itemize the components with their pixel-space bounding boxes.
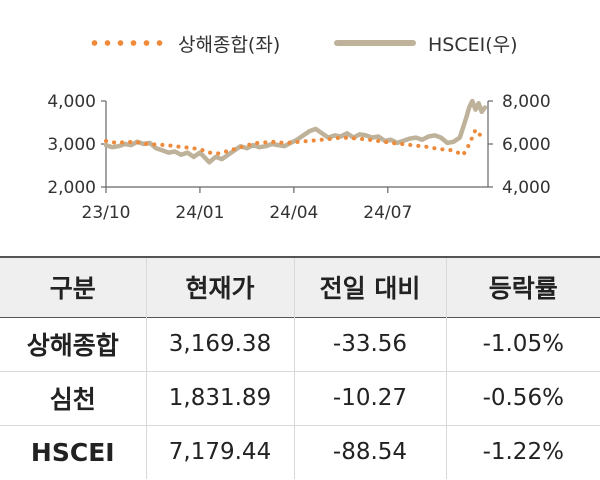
row-rate: -1.22% <box>445 425 600 479</box>
legend-item-shanghai: 상해종합(좌) <box>88 28 280 58</box>
row-change: -10.27 <box>293 371 446 425</box>
y-left-tick-label: 3,000 <box>47 135 96 155</box>
row-name: HSCEI <box>30 437 115 467</box>
row-rate: -0.56% <box>445 371 600 425</box>
chart-plot: 2,000 3,000 4,000 4,000 6,000 8,000 23/10 24/01… <box>47 92 551 223</box>
row-rate: -1.05% <box>445 317 600 371</box>
header-change: 전일 대비 <box>293 256 446 317</box>
row-price: 7,179.44 <box>145 425 294 479</box>
y-left-tick-label: 2,000 <box>47 178 96 198</box>
series-line-hscei <box>103 98 488 165</box>
x-tick-label: 24/01 <box>175 203 224 223</box>
row-change: -88.54 <box>293 425 446 479</box>
row-name: 상해종합 <box>26 331 119 360</box>
header-category: 구분 <box>0 256 146 317</box>
legend-swatch-dotted <box>88 40 166 46</box>
chart-legend: 상해종합(좌) HSCEI(우) <box>0 28 600 58</box>
header-price: 현재가 <box>145 256 294 317</box>
header-rate: 등락률 <box>445 256 600 317</box>
table-row: 상해종합 3,169.38 -33.56 -1.05% <box>0 317 600 371</box>
y-right-tick-label: 8,000 <box>502 92 551 112</box>
legend-swatch-solid <box>334 40 416 46</box>
y-right-tick-label: 6,000 <box>502 135 551 155</box>
x-tick-label: 24/04 <box>269 203 318 223</box>
row-price: 1,831.89 <box>145 371 294 425</box>
index-chart: 상해종합(좌) HSCEI(우) 2,000 3,000 4,000 4,000 6,0… <box>0 28 600 224</box>
y-right-tick-label: 4,000 <box>502 178 551 198</box>
table-header-row: 구분 현재가 전일 대비 등락률 <box>0 256 600 317</box>
row-change: -33.56 <box>293 317 446 371</box>
legend-label-hscei: HSCEI(우) <box>428 33 518 56</box>
row-price: 3,169.38 <box>145 317 294 371</box>
y-left-tick-label: 4,000 <box>47 92 96 112</box>
legend-item-hscei: HSCEI(우) <box>334 28 518 58</box>
x-tick-label: 23/10 <box>82 203 131 223</box>
row-name: 심천 <box>49 385 96 414</box>
x-tick-label: 24/07 <box>363 203 412 223</box>
series-line-shanghai <box>104 127 484 158</box>
table-row: 심천 1,831.89 -10.27 -0.56% <box>0 371 600 425</box>
legend-label-shanghai: 상해종합(좌) <box>178 33 281 56</box>
index-table: 구분 현재가 전일 대비 등락률 상해종합 3,169.38 -33.56 -1… <box>0 256 600 479</box>
table-row: HSCEI 7,179.44 -88.54 -1.22% <box>0 425 600 479</box>
